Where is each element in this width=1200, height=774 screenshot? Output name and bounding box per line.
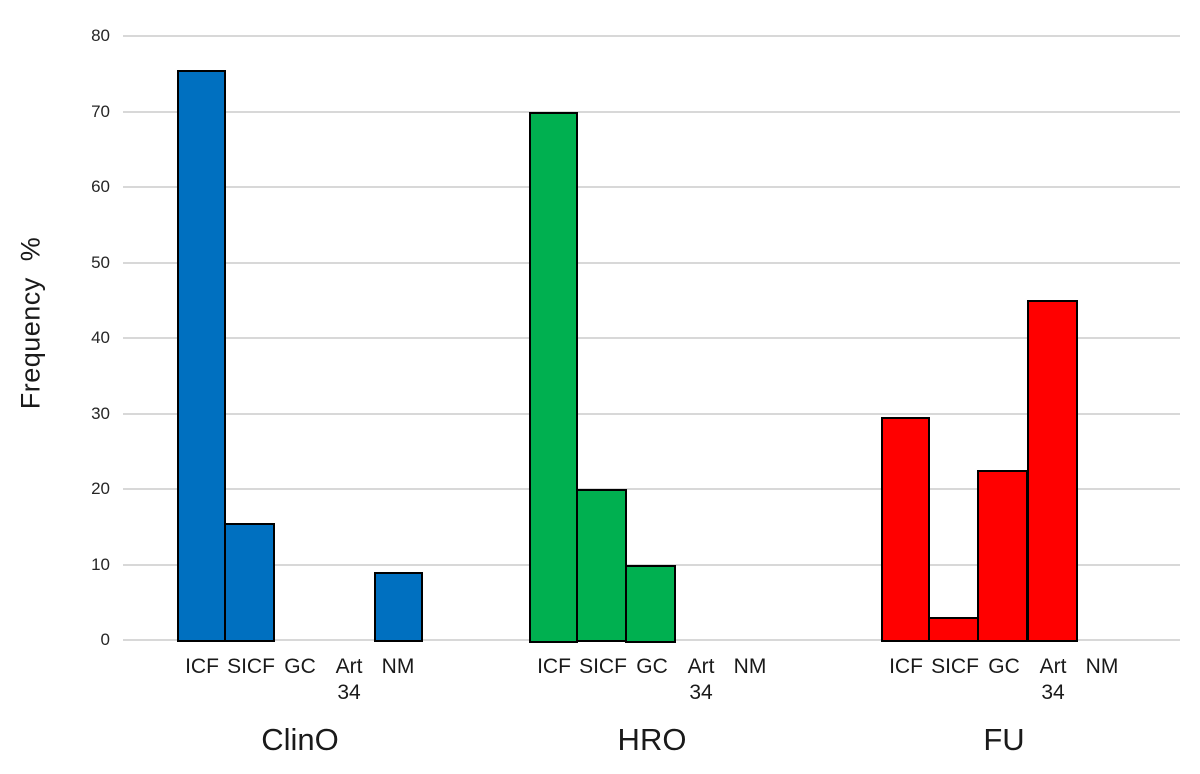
bar-ClinO-NM — [374, 572, 423, 642]
y-tick-label-70: 70 — [91, 102, 110, 121]
gridline-30 — [123, 413, 1180, 415]
bar-HRO-ICF — [529, 112, 578, 643]
group-label-ClinO: ClinO — [261, 722, 339, 757]
bar-HRO-GC — [625, 565, 676, 643]
group-label-HRO: HRO — [617, 722, 687, 757]
bar-ClinO-ICF — [177, 70, 226, 642]
gridline-20 — [123, 488, 1180, 490]
x-category-label-FU-GC: GC — [988, 655, 1020, 678]
x-category-label-HRO-GC: GC — [636, 655, 668, 678]
y-tick-label-80: 80 — [91, 26, 110, 45]
x-category-label-ClinO-GC: GC — [284, 655, 316, 678]
y-tick-label-10: 10 — [91, 555, 110, 574]
bar-ClinO-SICF — [224, 523, 275, 642]
x-category-label-HRO-SICF: SICF — [579, 655, 627, 678]
gridline-80 — [123, 35, 1180, 37]
x-category-label-ClinO-Art-34: Art 34 — [335, 655, 363, 705]
gridline-40 — [123, 337, 1180, 339]
x-category-label-FU-SICF: SICF — [931, 655, 979, 678]
y-tick-label-50: 50 — [91, 253, 110, 272]
x-category-label-ClinO-ICF: ICF — [185, 655, 219, 678]
x-category-label-ClinO-NM: NM — [381, 655, 415, 678]
y-tick-label-20: 20 — [91, 479, 110, 498]
bar-FU-Art-34 — [1027, 300, 1078, 642]
x-category-label-FU-Art-34: Art 34 — [1039, 655, 1067, 705]
bar-FU-SICF — [928, 617, 979, 642]
x-category-label-HRO-ICF: ICF — [537, 655, 571, 678]
gridline-60 — [123, 186, 1180, 188]
gridline-50 — [123, 262, 1180, 264]
x-category-label-FU-NM: NM — [1085, 655, 1119, 678]
group-label-FU: FU — [983, 722, 1025, 757]
bar-FU-GC — [977, 470, 1028, 642]
bar-FU-ICF — [881, 417, 930, 642]
y-tick-label-0: 0 — [100, 630, 110, 649]
x-category-label-ClinO-SICF: SICF — [227, 655, 275, 678]
x-category-label-FU-ICF: ICF — [889, 655, 923, 678]
y-tick-label-30: 30 — [91, 404, 110, 423]
bar-HRO-SICF — [576, 489, 627, 642]
y-tick-label-40: 40 — [91, 328, 110, 347]
x-category-label-HRO-Art-34: Art 34 — [687, 655, 715, 705]
x-category-label-HRO-NM: NM — [733, 655, 767, 678]
gridline-70 — [123, 111, 1180, 113]
y-tick-label-60: 60 — [91, 177, 110, 196]
